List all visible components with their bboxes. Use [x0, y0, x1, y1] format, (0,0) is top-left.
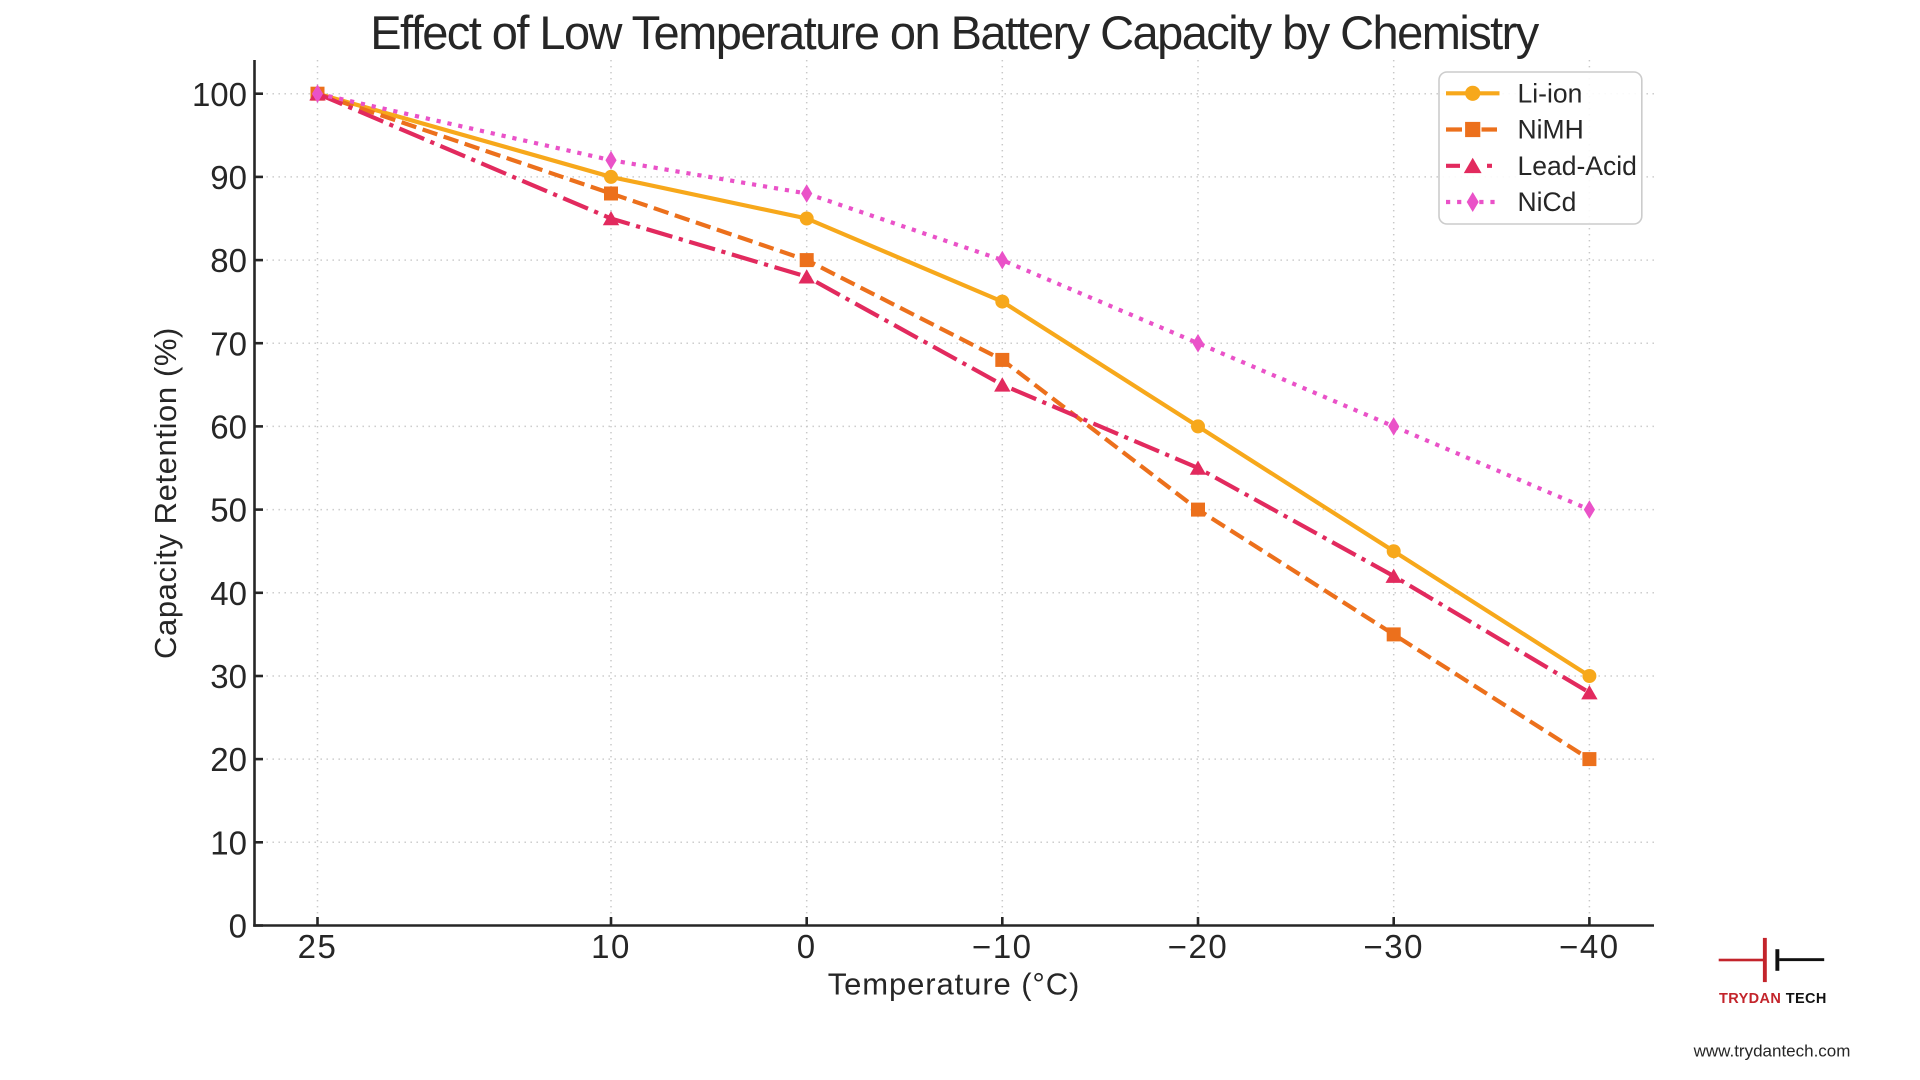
svg-text:0: 0: [229, 908, 247, 945]
svg-text:80: 80: [210, 242, 247, 279]
svg-text:Li-ion: Li-ion: [1518, 79, 1583, 109]
svg-text:40: 40: [210, 575, 247, 612]
svg-text:0: 0: [797, 928, 817, 965]
svg-text:50: 50: [210, 492, 247, 529]
svg-text:Effect of Low Temperature on B: Effect of Low Temperature on Battery Cap…: [370, 6, 1540, 59]
svg-text:70: 70: [210, 325, 247, 362]
svg-text:30: 30: [210, 658, 247, 695]
svg-text:www.trydantech.com: www.trydantech.com: [1693, 1042, 1851, 1061]
svg-text:−40: −40: [1559, 928, 1619, 965]
svg-text:Lead-Acid: Lead-Acid: [1518, 151, 1637, 181]
svg-text:10: 10: [591, 928, 631, 965]
svg-text:NiMH: NiMH: [1518, 115, 1584, 145]
svg-text:TRYDAN TECH: TRYDAN TECH: [1719, 991, 1827, 1007]
svg-text:−30: −30: [1363, 928, 1423, 965]
svg-text:−10: −10: [972, 928, 1032, 965]
svg-text:10: 10: [210, 824, 247, 861]
svg-text:25: 25: [298, 928, 338, 965]
svg-text:60: 60: [210, 409, 247, 446]
svg-text:Temperature (°C): Temperature (°C): [828, 967, 1080, 1002]
svg-text:−20: −20: [1168, 928, 1228, 965]
svg-text:100: 100: [192, 76, 247, 113]
svg-text:NiCd: NiCd: [1518, 187, 1577, 217]
svg-text:20: 20: [210, 741, 247, 778]
svg-text:Capacity Retention (%): Capacity Retention (%): [148, 327, 183, 659]
svg-text:90: 90: [210, 159, 247, 196]
